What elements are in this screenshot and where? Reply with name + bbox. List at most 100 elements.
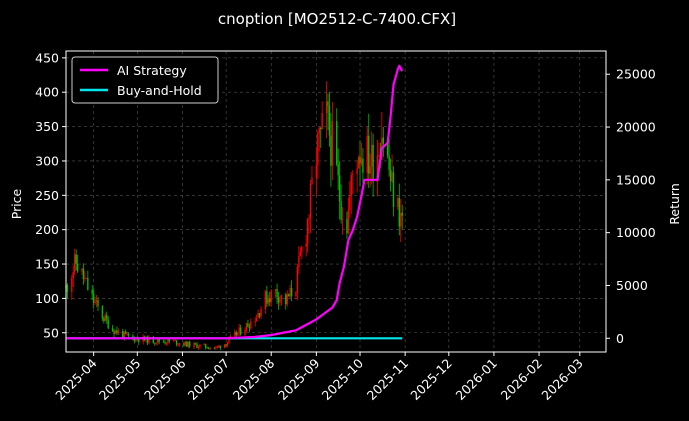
candle-body: [216, 346, 219, 348]
candle-body: [178, 343, 181, 345]
y2-axis-ticks: 0 5000 10000 15000 20000 25000: [606, 67, 656, 346]
candle-body: [372, 144, 374, 182]
candle-body: [244, 330, 246, 335]
candle-body: [255, 317, 258, 322]
legend-box: [71, 56, 219, 104]
candle-body: [238, 327, 240, 333]
candle-body: [331, 121, 334, 166]
candle-body: [72, 271, 74, 278]
candle-body: [296, 267, 299, 292]
candle-body: [369, 166, 371, 174]
candle-body: [388, 155, 390, 170]
candle-body: [254, 321, 256, 323]
y2-tick-label: 0: [616, 331, 624, 346]
candle-body: [207, 348, 210, 349]
candle-body: [280, 294, 283, 299]
candle-body: [117, 330, 120, 334]
candle-body: [226, 342, 229, 346]
y-axis-label: Price: [9, 188, 24, 219]
candle-body: [401, 212, 403, 216]
candle-body: [132, 335, 134, 338]
candle-body: [266, 291, 268, 304]
candle-body: [330, 135, 332, 166]
candle-body: [193, 343, 195, 347]
candle-body: [104, 315, 106, 321]
series-line-ai-strategy: [66, 64, 404, 340]
candle-body: [87, 277, 89, 290]
candle-body: [247, 323, 249, 328]
candle-body: [103, 318, 105, 321]
candle-body: [138, 339, 140, 343]
candle-body: [95, 300, 98, 302]
chart-title: cnoption [MO2512-C-7400.CFX]: [218, 10, 456, 28]
y2-tick-label: 25000: [616, 67, 656, 82]
candle-body: [174, 340, 176, 342]
candle-body: [257, 313, 259, 318]
candle-body: [113, 330, 115, 334]
candle-body: [152, 337, 155, 343]
candle-body: [175, 340, 178, 345]
candle-body: [392, 172, 395, 207]
candle-body: [122, 330, 124, 338]
candle-body: [378, 155, 380, 157]
candle-body: [245, 323, 248, 331]
candle-body: [91, 289, 93, 294]
candle-body: [359, 156, 361, 164]
candle-body: [400, 212, 402, 227]
candle-body: [321, 113, 323, 130]
candle-body: [398, 198, 401, 227]
candle-body: [127, 333, 130, 336]
candle-body: [74, 254, 76, 272]
candle-body: [218, 345, 220, 347]
candle-body: [206, 347, 208, 349]
candle-body: [320, 128, 322, 130]
candle-body: [123, 331, 125, 338]
candle-body: [386, 143, 389, 156]
y-tick-label: 350: [35, 119, 59, 134]
candle-body: [389, 169, 392, 182]
candle-body: [92, 293, 95, 303]
candle-body: [66, 285, 69, 292]
y-tick-label: 300: [35, 153, 59, 168]
candle-body: [317, 133, 319, 166]
candle-body: [82, 268, 85, 280]
candle-body: [279, 298, 281, 303]
candle-body: [124, 331, 127, 334]
candle-body: [308, 217, 310, 221]
candle-body: [167, 339, 169, 344]
candle-body: [107, 319, 109, 329]
candle-body: [306, 220, 309, 244]
candle-body: [81, 268, 83, 272]
candle-body: [135, 338, 137, 342]
candle-body: [338, 175, 341, 202]
candle-body: [250, 321, 252, 329]
y-axis-ticks: 50 100 150 200 250 300 350 400 450: [35, 50, 66, 340]
candle-body: [370, 144, 373, 167]
candle-body: [101, 306, 104, 319]
candle-body: [347, 209, 350, 234]
legend: AI Strategy Buy-and-Hold: [71, 56, 219, 104]
candle-body: [165, 343, 168, 345]
candle-body: [158, 339, 160, 342]
candle-body: [352, 174, 354, 176]
candle-body: [299, 251, 302, 256]
candle-body: [349, 195, 351, 210]
y-tick-label: 450: [35, 50, 59, 65]
candle-body: [219, 345, 221, 349]
candle-body: [357, 156, 360, 169]
y2-tick-label: 15000: [616, 172, 656, 187]
y-tick-label: 200: [35, 222, 59, 237]
candle-body: [111, 328, 114, 331]
candle-body: [366, 135, 368, 173]
candle-body: [274, 289, 277, 291]
candle-body: [223, 344, 226, 349]
candle-body: [328, 105, 331, 136]
candle-body: [264, 291, 267, 309]
candle-body: [391, 172, 393, 182]
candle-body: [184, 341, 187, 346]
series-lines: [66, 64, 404, 340]
candle-body: [337, 164, 339, 176]
candle-body: [146, 336, 149, 344]
candle-body: [382, 137, 385, 144]
candle-body: [156, 339, 159, 343]
